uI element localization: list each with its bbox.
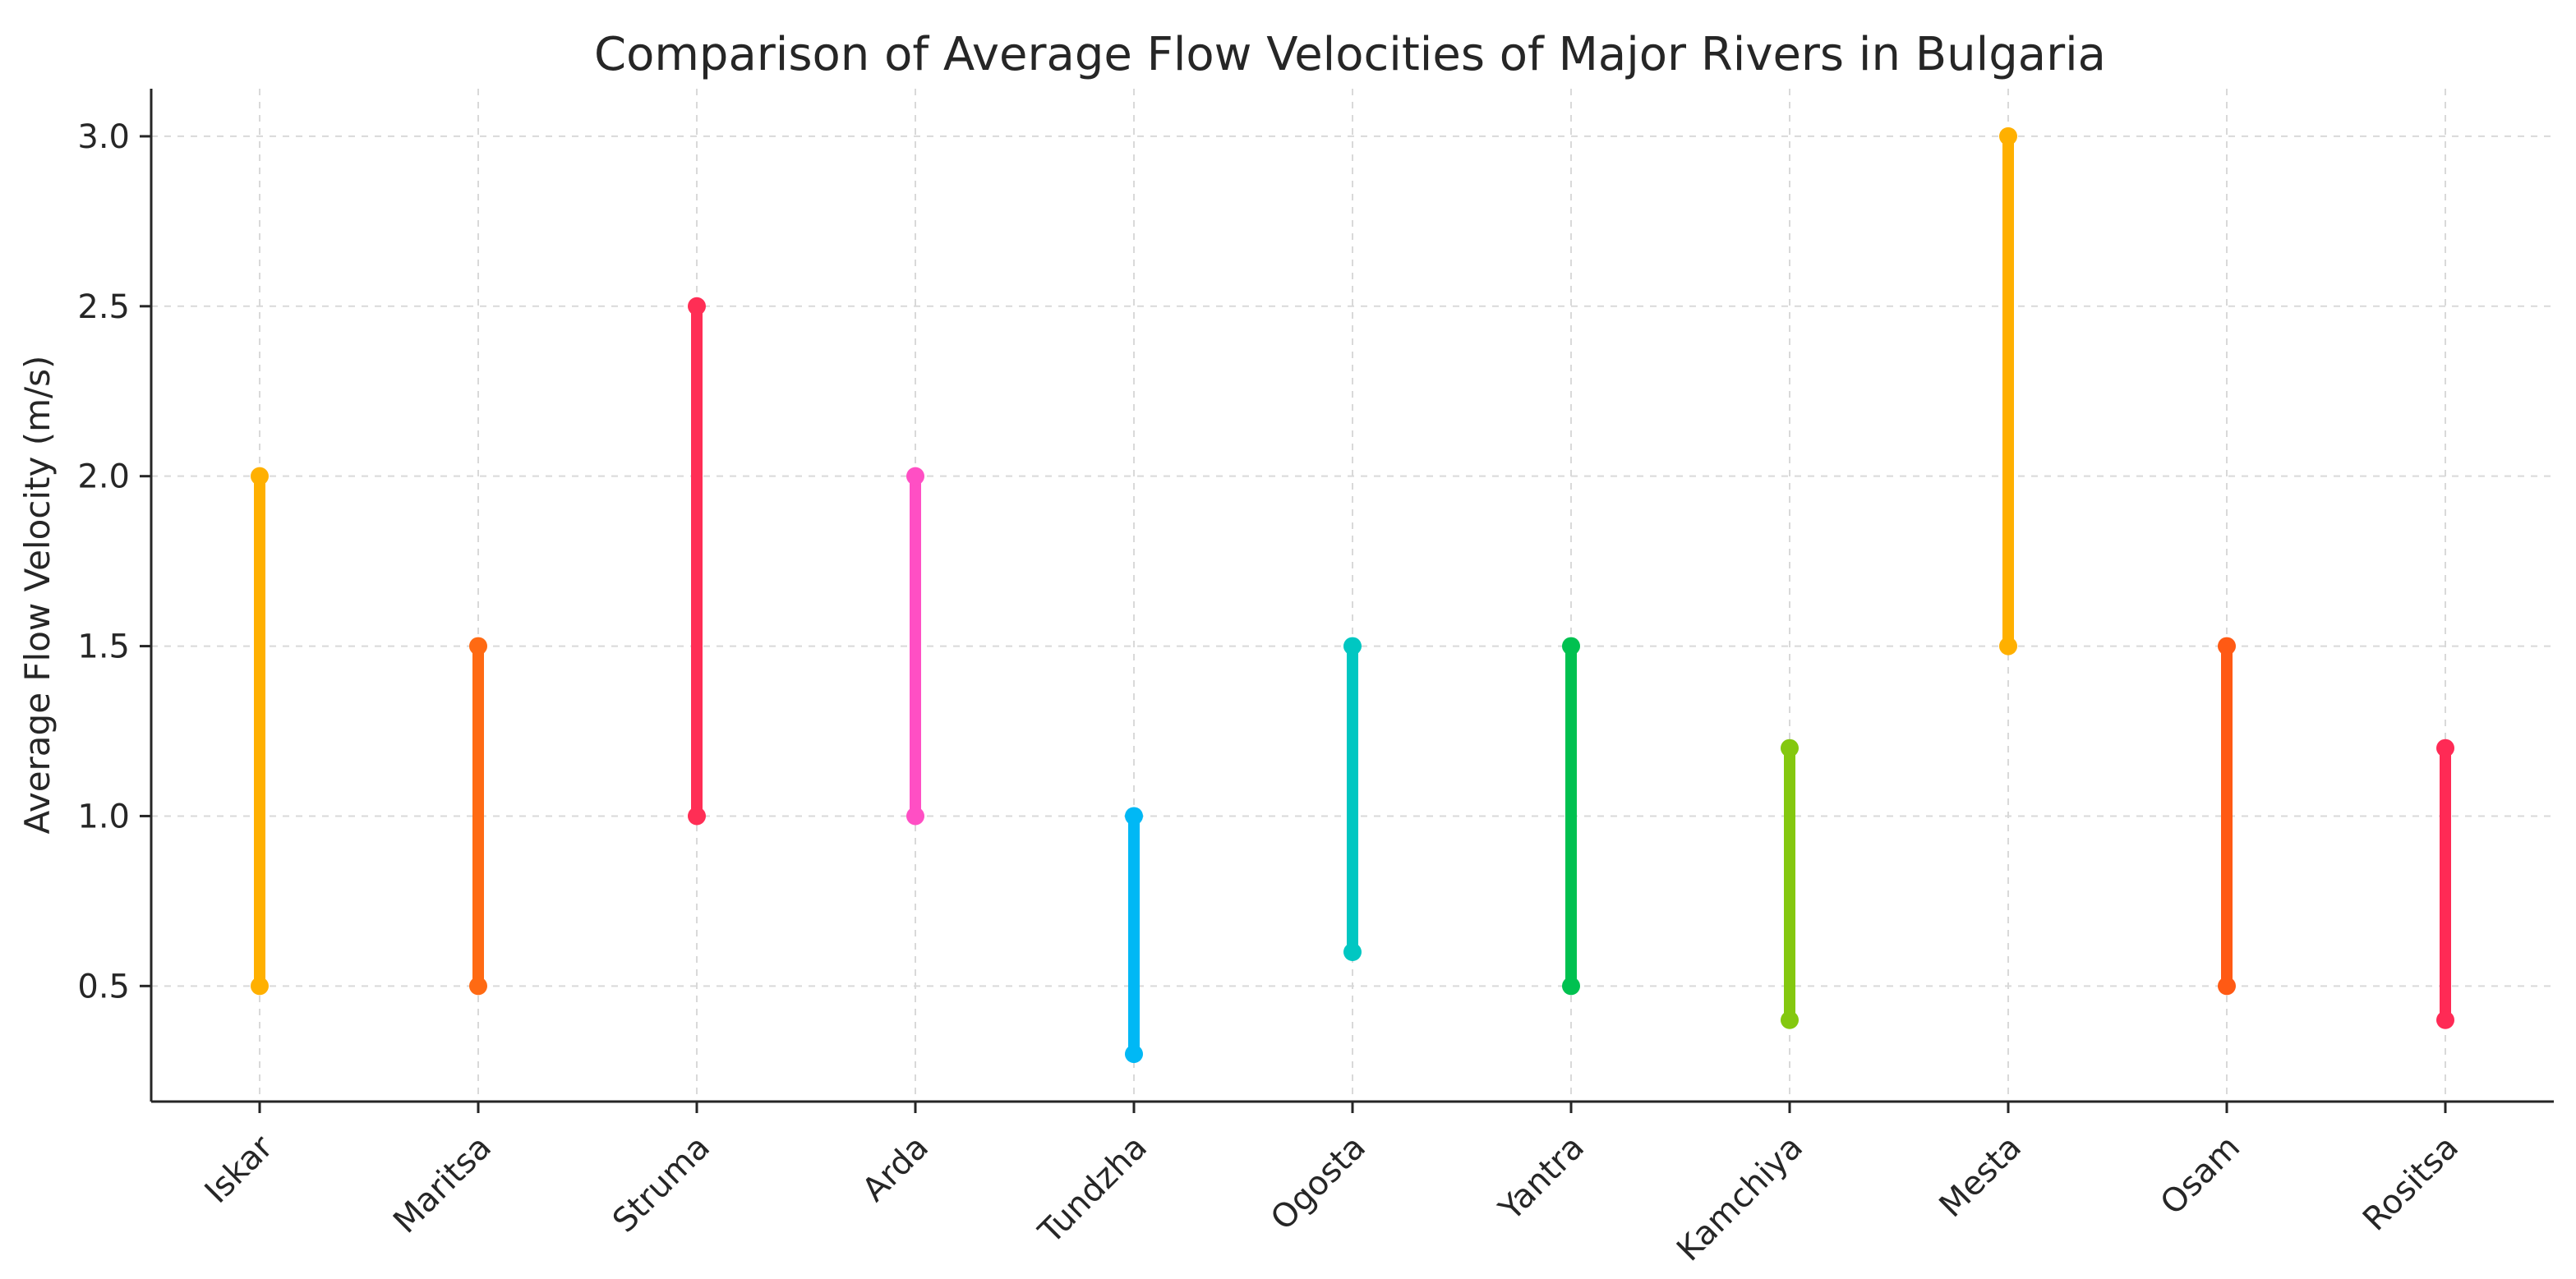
max-point	[1999, 127, 2017, 145]
min-point	[1125, 1045, 1143, 1064]
y-tick-label: 1.5	[77, 628, 130, 666]
max-point	[1125, 807, 1143, 826]
max-point	[688, 297, 706, 315]
min-point	[2218, 977, 2236, 996]
min-point	[1999, 637, 2017, 656]
y-tick-label: 2.0	[77, 458, 130, 496]
max-point	[2218, 637, 2236, 656]
y-tick-label: 2.5	[77, 288, 130, 326]
min-point	[1562, 977, 1580, 996]
y-tick-label: 1.0	[77, 798, 130, 835]
y-axis-label: Average Flow Velocity (m/s)	[17, 356, 58, 835]
axis-layer	[140, 89, 2554, 1113]
min-point	[1781, 1010, 1799, 1029]
y-tick-label: 0.5	[77, 968, 130, 1005]
max-point	[1781, 738, 1799, 757]
chart-title: Comparison of Average Flow Velocities of…	[594, 28, 2106, 81]
min-point	[688, 807, 706, 826]
max-point	[2436, 738, 2454, 757]
max-point	[251, 467, 269, 485]
min-point	[2436, 1010, 2454, 1029]
min-point	[906, 807, 924, 826]
max-point	[1343, 637, 1362, 656]
max-point	[906, 467, 924, 485]
y-tick-label: 3.0	[77, 118, 130, 156]
min-point	[1343, 942, 1362, 961]
max-point	[469, 637, 487, 656]
mark-layer	[251, 127, 2454, 1064]
min-point	[469, 977, 487, 996]
min-point	[251, 977, 269, 996]
max-point	[1562, 637, 1580, 656]
